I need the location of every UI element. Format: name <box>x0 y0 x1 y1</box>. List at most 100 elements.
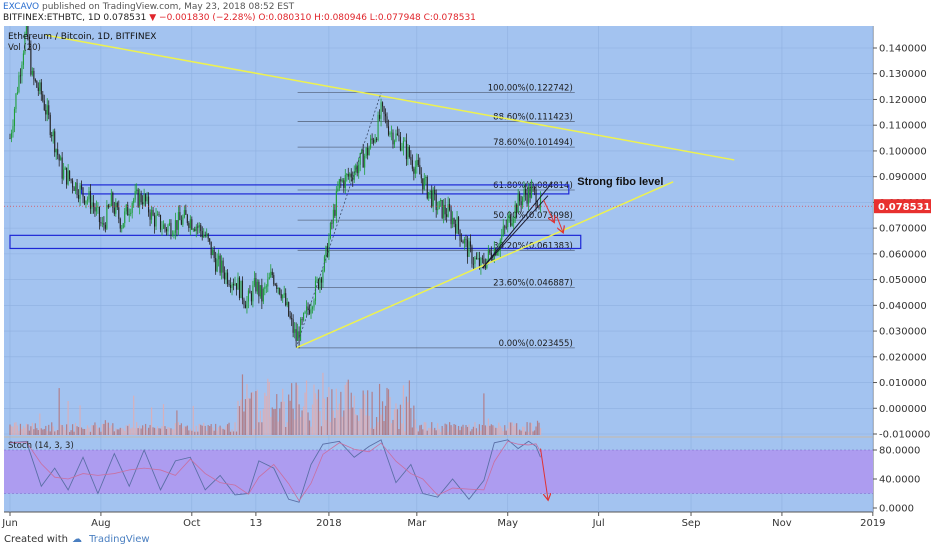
stoch-arrow[interactable] <box>540 448 548 500</box>
support-resistance-zone[interactable] <box>9 234 582 250</box>
volume-bar <box>435 430 437 435</box>
volume-bar <box>115 428 117 435</box>
candle-body <box>219 255 221 273</box>
candle-body <box>224 272 226 280</box>
volume-bar <box>201 425 203 435</box>
candle-body <box>377 114 379 141</box>
candle-body <box>291 317 293 320</box>
volume-bar <box>25 423 27 435</box>
publish-text: published on TradingView.com, May 23, 20… <box>39 2 295 12</box>
tradingview-logo-icon[interactable]: ☁ <box>71 534 82 545</box>
candle-body <box>113 207 115 214</box>
candle-body <box>449 204 451 210</box>
candle-body <box>307 306 309 311</box>
volume-bar <box>302 406 305 435</box>
volume-bar <box>413 405 415 435</box>
candle-body <box>73 187 75 192</box>
candle-body <box>66 167 68 185</box>
candle-body <box>383 106 385 114</box>
candle-body <box>133 199 135 204</box>
volume-bar <box>513 426 515 435</box>
candle-body <box>156 214 159 216</box>
candle-body <box>80 185 83 188</box>
volume-bar <box>307 412 309 435</box>
candle-body <box>232 284 235 286</box>
time-tick-label: May <box>497 518 518 529</box>
chart-footer: Created with ☁ TradingView <box>0 530 932 550</box>
volume-bar <box>51 422 53 435</box>
volume-bar <box>128 423 130 435</box>
time-tick-label: Aug <box>91 518 111 529</box>
wedge-line[interactable] <box>482 182 553 269</box>
volume-bar <box>30 426 32 435</box>
candle-body <box>303 313 305 321</box>
candle-body <box>305 306 308 312</box>
volume-bar <box>101 424 103 435</box>
candle-body <box>95 207 97 212</box>
candle-body <box>85 200 87 204</box>
volume-bar <box>9 424 11 435</box>
candle-body <box>185 210 187 215</box>
volume-bar <box>234 422 236 435</box>
volume-bar <box>15 422 17 435</box>
price-tick-label: 0.110000 <box>879 121 927 132</box>
candle-body <box>238 277 241 298</box>
candle-body <box>446 214 448 217</box>
volume-bar <box>124 430 126 435</box>
candle-body <box>386 116 388 127</box>
candle-body <box>384 113 387 117</box>
tradingview-brand[interactable]: TradingView <box>89 534 150 545</box>
candle-body <box>189 219 191 228</box>
volume-bar <box>355 414 357 435</box>
volume-bar <box>377 422 379 435</box>
candle-body <box>462 241 464 244</box>
candle-body <box>27 26 29 40</box>
candle-body <box>457 217 460 230</box>
candle-body <box>411 160 413 169</box>
volume-bar <box>380 414 382 435</box>
price-tick-label: 0.100000 <box>879 146 927 157</box>
volume-bar <box>273 409 275 435</box>
candle-body <box>373 139 375 143</box>
candle-body <box>472 263 475 265</box>
volume-bar <box>505 430 507 435</box>
candle-body <box>191 219 193 230</box>
volume-bar <box>526 422 528 435</box>
candle-body <box>381 102 384 107</box>
volume-bar <box>525 431 527 435</box>
author-link[interactable]: EXCAVO <box>3 2 40 12</box>
volume-bar <box>399 404 402 435</box>
volume-bar <box>308 420 311 435</box>
volume-bar <box>256 389 258 435</box>
volume-bar <box>146 430 148 435</box>
candle-body <box>143 194 145 205</box>
volume-bar <box>67 401 69 435</box>
candle-body <box>322 271 324 283</box>
stoch-tick-label: 80.0000 <box>879 446 920 457</box>
price-chart[interactable]: Jun Aug Oct 13 2018 Mar May Jul Sep Nov 2019 0.1400… <box>0 26 932 530</box>
volume-bar <box>316 399 318 435</box>
price-tick-label: -0.010000 <box>879 430 930 441</box>
candle-body <box>159 214 162 230</box>
volume-bar <box>136 422 138 435</box>
candle-body <box>320 278 323 283</box>
projection-arrow[interactable] <box>543 199 553 222</box>
candle-body <box>283 293 285 295</box>
volume-bar <box>226 424 229 435</box>
projection-arrow[interactable] <box>556 216 563 232</box>
price-tick-label: 0.030000 <box>879 327 927 338</box>
candle-body <box>9 138 11 139</box>
candle-body <box>165 228 168 232</box>
candle-body <box>459 229 461 241</box>
trendline[interactable] <box>45 34 735 161</box>
candle-body <box>164 224 166 229</box>
candle-body <box>426 176 428 199</box>
volume-bar <box>16 425 19 435</box>
volume-bar <box>492 425 494 435</box>
volume-bar <box>222 428 224 435</box>
volume-bar <box>519 429 521 435</box>
candle-body <box>432 189 434 207</box>
volume-bar <box>177 422 179 435</box>
wedge-line[interactable] <box>482 195 549 269</box>
volume-bar <box>490 424 492 435</box>
